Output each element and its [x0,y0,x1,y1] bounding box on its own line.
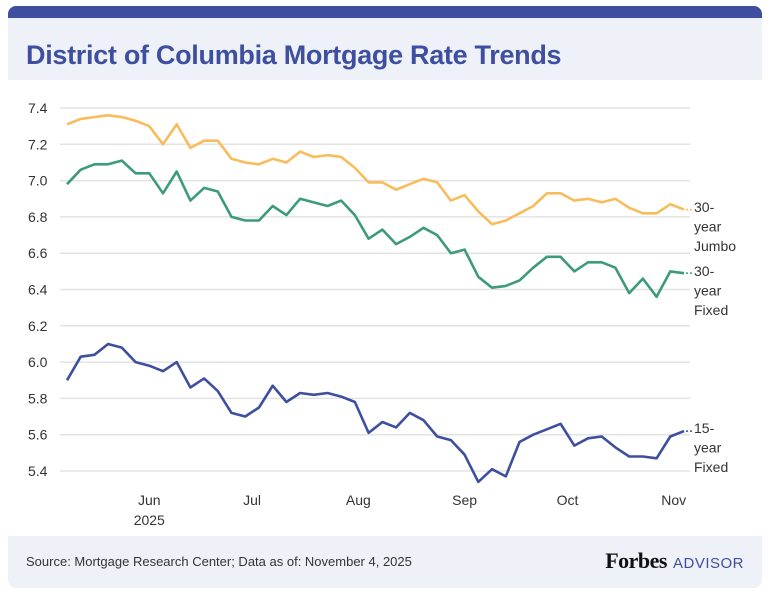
y-tick-label: 5.6 [28,427,48,443]
y-tick-label: 7.2 [28,136,48,152]
series-line [66,114,685,226]
x-tick-label: Nov [661,492,686,508]
series-label: Jumbo [694,238,736,254]
y-tick-label: 6.4 [28,282,48,298]
y-tick-label: 5.8 [28,390,48,406]
series-label: 30- [694,263,715,279]
header: District of Columbia Mortgage Rate Trend… [8,18,762,80]
y-tick-label: 7.4 [28,100,48,116]
x-tick-label: Oct [557,492,579,508]
x-tick-label: Jul [243,492,261,508]
source-note: Source: Mortgage Research Center; Data a… [26,554,412,569]
series-line [65,342,685,484]
x-tick-label: Jun [138,492,161,508]
series-label: 30- [694,199,715,215]
chart-card: District of Columbia Mortgage Rate Trend… [8,6,762,588]
top-accent-bar [8,6,762,18]
x-tick-sublabel: 2025 [134,512,165,528]
y-tick-label: 6.8 [28,209,48,225]
forbes-advisor-logo: Forbes ADVISOR [605,548,744,574]
y-tick-label: 6.6 [28,245,48,261]
x-tick-label: Sep [452,492,477,508]
series-label: Fixed [694,459,728,475]
footer: Source: Mortgage Research Center; Data a… [8,536,762,588]
x-tick-label: Aug [346,492,371,508]
y-tick-label: 5.4 [28,463,48,479]
series-label: year [694,440,722,456]
page-title: District of Columbia Mortgage Rate Trend… [26,40,562,70]
series-line [66,159,685,299]
logo-advisor: ADVISOR [672,555,744,572]
y-tick-label: 6.2 [28,318,48,334]
y-tick-label: 6.0 [28,354,48,370]
series-label: Fixed [694,302,728,318]
series-label: 15- [694,420,715,436]
y-tick-label: 7.0 [28,173,48,189]
series-label: year [694,219,722,235]
logo-forbes: Forbes [605,548,667,573]
series-label: year [694,283,722,299]
